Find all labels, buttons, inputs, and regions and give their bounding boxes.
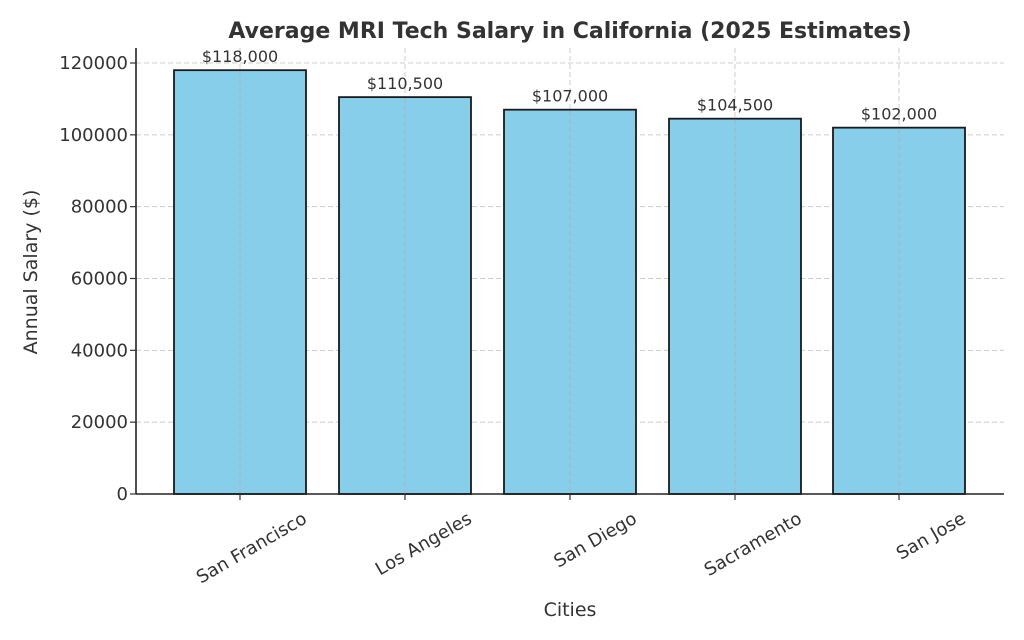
y-tick-label: 60000 bbox=[71, 269, 128, 290]
data-label: $110,500 bbox=[367, 74, 443, 93]
chart-title: Average MRI Tech Salary in California (2… bbox=[228, 19, 911, 44]
y-tick-label: 0 bbox=[117, 484, 128, 505]
y-tick-label: 40000 bbox=[71, 340, 128, 361]
data-label: $104,500 bbox=[697, 96, 773, 115]
data-label: $107,000 bbox=[532, 87, 608, 106]
y-tick-label: 100000 bbox=[59, 125, 128, 146]
y-axis-label: Annual Salary ($) bbox=[20, 190, 42, 355]
bar-san-diego bbox=[503, 108, 637, 495]
x-tick-label: Los Angeles bbox=[372, 508, 476, 580]
x-axis-label: Cities bbox=[544, 599, 597, 621]
x-tick-label: San Francisco bbox=[193, 508, 311, 588]
data-labels: $118,000 $110,500 $107,000 $104,500 $102,000 bbox=[202, 47, 937, 123]
data-label: $102,000 bbox=[861, 105, 937, 124]
bars bbox=[173, 69, 966, 495]
x-tick-label: Sacramento bbox=[701, 508, 806, 581]
y-ticks: 0 20000 40000 60000 80000 100000 120000 bbox=[59, 53, 136, 505]
y-tick-label: 80000 bbox=[71, 197, 128, 218]
x-tick-label: San Diego bbox=[550, 508, 640, 572]
y-tick-label: 120000 bbox=[59, 53, 128, 74]
x-tick-label: San Jose bbox=[893, 508, 970, 564]
data-label: $118,000 bbox=[202, 47, 278, 66]
y-tick-label: 20000 bbox=[71, 412, 128, 433]
x-ticks: San Francisco Los Angeles San Diego Sacrame… bbox=[193, 494, 970, 588]
bar-san-jose bbox=[832, 126, 966, 495]
